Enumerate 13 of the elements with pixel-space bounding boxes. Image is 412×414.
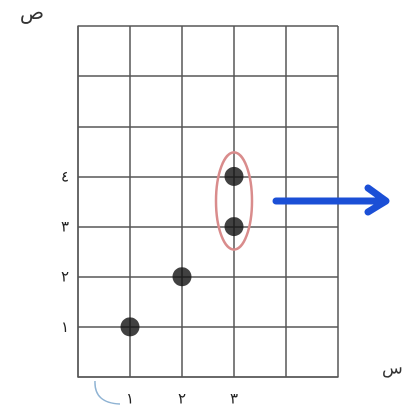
y-tick-label: ٤ bbox=[60, 167, 69, 186]
point bbox=[224, 166, 244, 186]
y-axis-title: ص bbox=[20, 0, 44, 24]
point bbox=[224, 217, 244, 236]
y-tick-label: ٣ bbox=[60, 218, 69, 236]
x-tick-label: ٢ bbox=[178, 390, 186, 408]
x-tick-label: ١ bbox=[126, 390, 134, 408]
y-tick-label: ٢ bbox=[60, 268, 69, 286]
x-tick-label: ٣ bbox=[230, 390, 238, 408]
y-tick-label: ١ bbox=[60, 318, 69, 336]
x-axis-title: س bbox=[382, 358, 403, 378]
point bbox=[120, 317, 140, 336]
point bbox=[172, 267, 192, 286]
